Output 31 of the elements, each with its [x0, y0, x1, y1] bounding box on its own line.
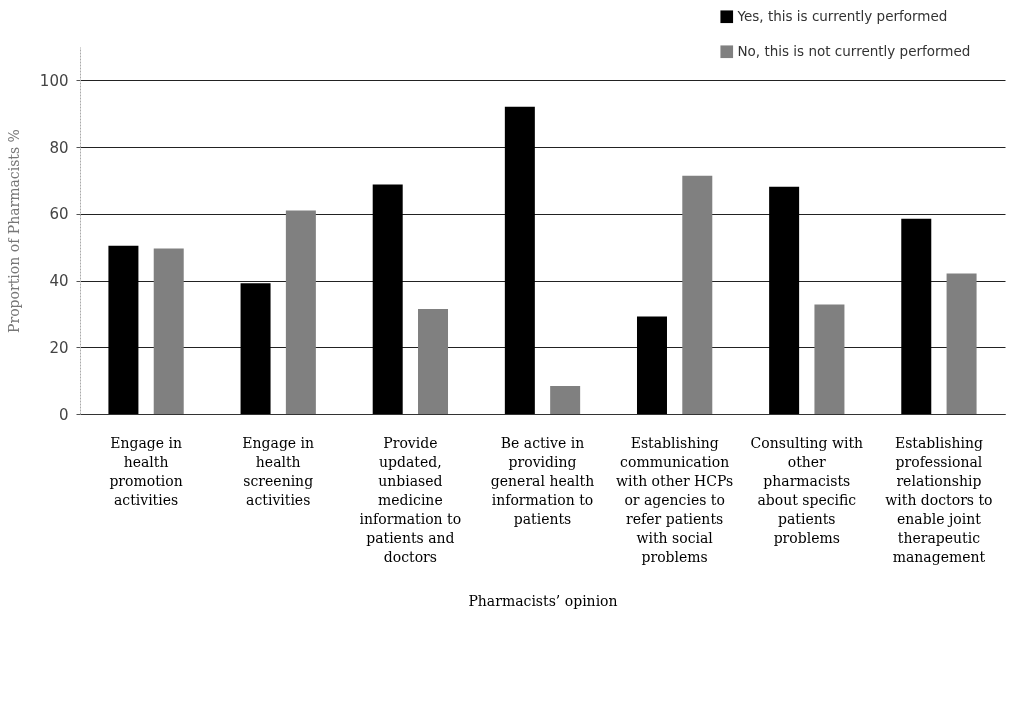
- x-tick-label: Engage in health promotion activities: [109, 434, 183, 508]
- bar: [108, 245, 139, 414]
- x-axis-title: Pharmacists’ opinion: [468, 592, 618, 609]
- x-tick-label: Provide updated, unbiased medicine information to patients and doctors: [359, 434, 462, 565]
- bar: [814, 304, 845, 414]
- bar: [372, 184, 403, 414]
- y-tick-label: 20: [49, 338, 69, 357]
- bar: [240, 283, 271, 414]
- x-tick-label: Engage in health screening activities: [242, 434, 315, 508]
- bar: [682, 175, 713, 414]
- y-tick-label: 100: [39, 71, 69, 90]
- y-tick-label: 40: [49, 272, 69, 291]
- x-tick-label: Be active in providing general health information to patients: [490, 434, 595, 527]
- bar: [636, 316, 667, 414]
- bar: [418, 308, 449, 414]
- bar: [769, 186, 800, 414]
- bar: [504, 106, 535, 414]
- x-tick-label: Establishing communication with other HCPs or agencies to refer patients with social problems: [616, 434, 734, 565]
- bar: [946, 273, 977, 414]
- y-tick-label: 80: [49, 138, 69, 157]
- legend-label: No, this is not currently performed: [737, 42, 971, 59]
- y-axis-title: Proportion of Pharmacists %: [5, 129, 22, 333]
- bar: [285, 210, 316, 414]
- bar: [153, 248, 184, 414]
- bar: [550, 385, 581, 414]
- x-tick-label: Establishing professional relationship with doctors to enable joint therapeutic management: [885, 434, 993, 565]
- bar: [901, 218, 932, 414]
- y-tick-label: 60: [49, 205, 69, 224]
- legend-label: Yes, this is currently performed: [736, 7, 948, 24]
- x-tick-label: Consulting with other pharmacists about specific patients problems: [750, 434, 864, 546]
- y-tick-label: 0: [58, 405, 69, 424]
